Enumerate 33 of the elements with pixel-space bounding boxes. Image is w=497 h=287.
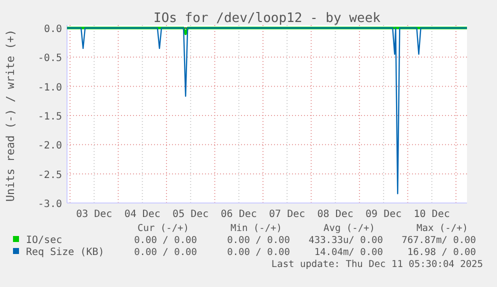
line-series	[66, 27, 468, 194]
x-tick-label: 08 Dec	[317, 209, 354, 220]
legend-label: Req Size (KB)	[26, 247, 104, 258]
text: Last update: Thu Dec 11 05:30:04 2025	[271, 259, 483, 270]
chart-title: IOs for /dev/loop12 - by week	[154, 11, 381, 26]
text: 767.87m/ 0.00	[402, 235, 476, 246]
y-tick-label: 0.0	[44, 24, 62, 35]
text: 0.00 / 0.00	[227, 235, 290, 246]
text: 433.33u/ 0.00	[308, 235, 384, 246]
x-tick-label: 03 Dec	[76, 209, 112, 220]
x-tick-label: 10 Dec	[414, 209, 450, 220]
x-tick-label: 05 Dec	[172, 209, 209, 220]
text: 16.98 / 0.00	[407, 247, 476, 258]
text: Max (-/+)	[416, 223, 468, 234]
y-tick-label: -1.5	[38, 112, 62, 122]
x-tick-label: 04 Dec	[124, 209, 160, 220]
text: Avg (-/+)	[324, 223, 375, 234]
text: 0.00 / 0.00	[134, 235, 198, 246]
y-tick-label: -3.0	[38, 199, 62, 210]
legend-label: IO/sec	[26, 235, 62, 246]
text: Cur (-/+)	[138, 223, 189, 234]
x-tick-label: 09 Dec	[366, 209, 402, 220]
x-tick-label: 06 Dec	[220, 209, 257, 220]
x-tick-label: 07 Dec	[269, 209, 306, 220]
text: 0.00 / 0.00	[227, 247, 290, 258]
text: 0.00 / 0.00	[134, 247, 198, 258]
y-tick-label: -2.5	[38, 170, 62, 181]
y-tick-label: -2.0	[38, 140, 62, 152]
text: 14.04m/ 0.00	[314, 247, 384, 258]
text: Min (-/+)	[230, 223, 282, 234]
y-tick-label: -1.0	[38, 82, 62, 94]
y-axis-title: Units read (-) / write (+)	[4, 29, 17, 202]
y-tick-label: -0.5	[38, 53, 62, 64]
